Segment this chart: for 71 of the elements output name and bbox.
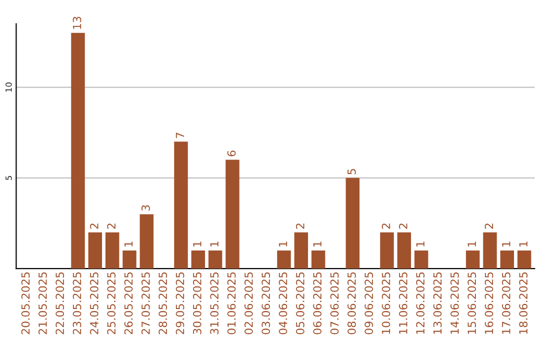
x-tick-label: 02.06.2025: [244, 272, 253, 334]
data-label: 1: [313, 242, 322, 246]
x-tick-label: 04.06.2025: [278, 272, 288, 334]
x-tick-label: 03.06.2025: [262, 272, 270, 334]
data-label: 1: [468, 242, 476, 246]
x-tick-label: 23.05.2025: [72, 272, 82, 334]
data-label: 1: [519, 242, 528, 246]
x-tick-label: 06.06.2025: [313, 272, 322, 334]
x-tick-label: 11.06.2025: [398, 272, 408, 334]
x-tick-label: 01.06.2025: [227, 272, 236, 334]
bar: [414, 250, 428, 269]
data-label: 1: [210, 242, 218, 246]
data-label: 1: [416, 242, 424, 246]
bar: [466, 250, 480, 269]
x-tick-label: 14.06.2025: [450, 272, 459, 334]
bar: [226, 160, 240, 269]
x-tick-label: 05.06.2025: [296, 272, 304, 334]
x-tick-label: 29.05.2025: [176, 272, 184, 334]
bar: [380, 232, 394, 269]
bar: [483, 232, 497, 269]
x-tick-label: 08.06.2025: [347, 272, 356, 334]
data-label: 2: [296, 224, 304, 229]
bar: [122, 250, 136, 269]
x-tick-label: 09.06.2025: [364, 272, 374, 334]
x-tick-label: 31.05.2025: [210, 272, 219, 334]
data-label: 2: [90, 224, 98, 229]
x-tick-label: 28.05.2025: [158, 272, 168, 334]
x-tick-label: 15.06.2025: [468, 272, 476, 334]
bar: [517, 250, 532, 269]
data-label: 6: [227, 150, 236, 156]
x-tick-label: 13.06.2025: [433, 272, 442, 334]
bar: [277, 250, 291, 269]
bar: [500, 250, 514, 269]
bar: [71, 32, 85, 269]
data-label: 13: [72, 16, 82, 29]
data-label: 5: [348, 169, 356, 174]
bar: [208, 250, 222, 269]
x-tick-label: 26.05.2025: [124, 272, 133, 334]
data-label: 1: [502, 242, 510, 246]
bar: [294, 232, 308, 269]
bar: [397, 232, 412, 269]
data-label: 2: [382, 224, 390, 229]
data-label: 1: [193, 242, 202, 246]
x-tick-label: 17.06.2025: [502, 272, 510, 334]
bar: [174, 142, 188, 269]
x-tick-label: 07.06.2025: [330, 272, 339, 334]
data-label: 1: [124, 242, 133, 246]
x-tick-label: 21.05.2025: [38, 272, 47, 334]
x-tick-label: 30.05.2025: [192, 272, 202, 334]
x-tick-label: 16.06.2025: [484, 272, 494, 334]
x-tick-label: 24.05.2025: [90, 272, 98, 334]
bar: [191, 250, 206, 269]
bar: [105, 232, 120, 269]
bar: [311, 250, 326, 269]
data-label: 7: [176, 132, 184, 138]
data-label: 1: [278, 242, 288, 246]
y-tick-label: 10: [6, 82, 12, 92]
x-tick-label: 27.05.2025: [141, 272, 150, 334]
x-tick-label: 12.06.2025: [416, 272, 425, 334]
x-tick-label: 25.05.2025: [107, 272, 116, 334]
data-label: 3: [141, 205, 150, 211]
x-tick-label: 18.06.2025: [519, 272, 528, 334]
bar: [88, 232, 102, 269]
data-label: 2: [398, 224, 408, 229]
bar: [346, 178, 360, 269]
bar: [140, 214, 154, 269]
data-label: 2: [107, 224, 116, 229]
x-tick-label: 20.05.2025: [21, 272, 30, 334]
x-tick-label: 22.05.2025: [56, 272, 64, 334]
x-tick-label: 10.06.2025: [382, 272, 390, 334]
data-label: 2: [484, 224, 494, 229]
